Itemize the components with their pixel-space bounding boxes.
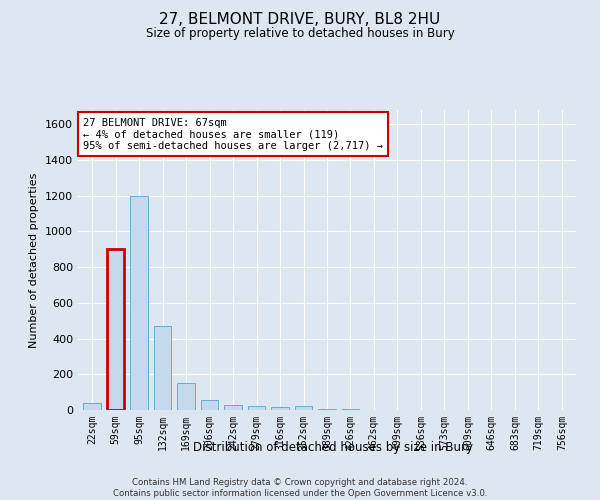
Bar <box>201 400 218 410</box>
Bar <box>130 196 148 410</box>
Text: 27, BELMONT DRIVE, BURY, BL8 2HU: 27, BELMONT DRIVE, BURY, BL8 2HU <box>160 12 440 28</box>
Bar <box>271 408 289 410</box>
Bar <box>295 406 313 410</box>
Bar <box>177 383 195 410</box>
Text: 27 BELMONT DRIVE: 67sqm
← 4% of detached houses are smaller (119)
95% of semi-de: 27 BELMONT DRIVE: 67sqm ← 4% of detached… <box>83 118 383 150</box>
Bar <box>224 404 242 410</box>
Text: Distribution of detached houses by size in Bury: Distribution of detached houses by size … <box>193 441 473 454</box>
Bar <box>341 409 359 410</box>
Text: Contains HM Land Registry data © Crown copyright and database right 2024.
Contai: Contains HM Land Registry data © Crown c… <box>113 478 487 498</box>
Y-axis label: Number of detached properties: Number of detached properties <box>29 172 40 348</box>
Bar <box>154 326 172 410</box>
Bar <box>107 250 124 410</box>
Bar <box>83 402 101 410</box>
Bar <box>248 406 265 410</box>
Text: Size of property relative to detached houses in Bury: Size of property relative to detached ho… <box>146 28 454 40</box>
Bar <box>318 409 336 410</box>
